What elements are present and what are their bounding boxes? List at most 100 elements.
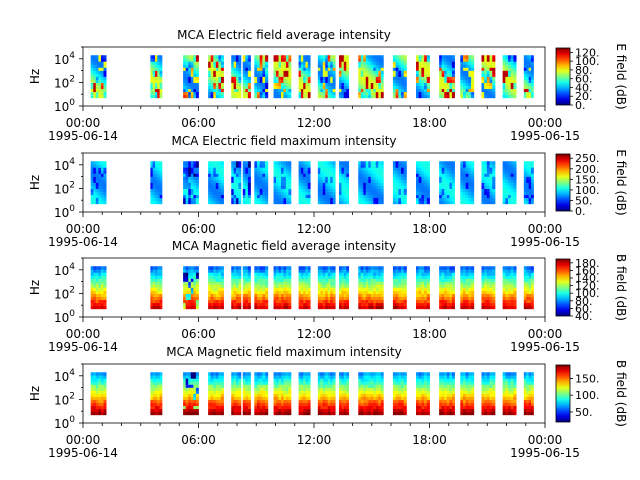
heatmap-cell	[195, 402, 199, 407]
heatmap-cell	[481, 278, 485, 282]
data-interval-block	[90, 372, 107, 416]
heatmap-cell	[276, 173, 279, 177]
heatmap-cell	[370, 94, 374, 99]
heatmap-cell	[322, 82, 326, 87]
heatmap-cell	[416, 194, 420, 199]
heatmap-cell	[360, 176, 364, 180]
heatmap-cell	[481, 161, 485, 165]
heatmap-cell	[460, 266, 464, 270]
heatmap-cell	[343, 293, 347, 298]
heatmap-cell	[322, 275, 326, 279]
heatmap-cell	[358, 278, 362, 282]
heatmap-cell	[401, 70, 405, 74]
heatmap-cell	[343, 200, 347, 205]
heatmap-cell	[327, 191, 331, 196]
heatmap-cell	[360, 290, 364, 294]
heatmap-cell	[150, 170, 154, 174]
heatmap-cell	[343, 82, 347, 87]
heatmap-cell	[395, 161, 399, 165]
heatmap-cell	[502, 266, 506, 270]
heatmap-cell	[492, 94, 496, 99]
heatmap-cell	[343, 281, 347, 285]
heatmap-cell	[285, 293, 289, 298]
heatmap-cell	[95, 278, 99, 282]
heatmap-cell	[426, 302, 430, 307]
heatmap-cell	[288, 173, 292, 177]
heatmap-cell	[208, 284, 212, 288]
heatmap-cell	[508, 58, 512, 62]
heatmap-cell	[215, 79, 219, 83]
heatmap-cell	[273, 278, 277, 282]
heatmap-cell	[528, 293, 532, 298]
heatmap-cell	[332, 161, 336, 165]
heatmap-cell	[93, 188, 97, 193]
heatmap-cell	[508, 290, 512, 294]
heatmap-cell	[370, 296, 374, 301]
heatmap-cell	[460, 79, 464, 83]
heatmap-cell	[327, 79, 331, 83]
heatmap-cell	[208, 64, 212, 68]
heatmap-cell	[489, 296, 493, 301]
heatmap-cell	[152, 299, 156, 304]
heatmap-cell	[373, 167, 377, 171]
heatmap-cell	[231, 387, 235, 391]
heatmap-cell	[368, 188, 372, 193]
heatmap-cell	[380, 281, 384, 285]
data-interval-block	[150, 372, 163, 416]
heatmap-cell	[332, 287, 336, 291]
heatmap-cell	[190, 179, 194, 183]
heatmap-cell	[193, 64, 197, 68]
heatmap-cell	[303, 64, 306, 68]
heatmap-cell	[339, 76, 342, 80]
heatmap-cell	[265, 272, 269, 276]
data-interval-block	[208, 55, 224, 99]
heatmap-cell	[531, 76, 534, 80]
heatmap-cell	[446, 91, 450, 96]
data-interval-block	[358, 266, 384, 310]
heatmap-cell	[446, 182, 450, 186]
heatmap-cell	[444, 197, 448, 202]
heatmap-cell	[300, 88, 304, 93]
heatmap-cell	[513, 269, 517, 273]
heatmap-cell	[446, 64, 450, 68]
colorbar-tick-label: 250.	[575, 152, 600, 165]
heatmap-cell	[257, 296, 261, 301]
heatmap-cell	[150, 393, 154, 397]
heatmap-cell	[242, 94, 246, 99]
heatmap-cell	[446, 299, 450, 304]
heatmap-cell	[398, 179, 402, 183]
heatmap-cell	[360, 88, 364, 93]
heatmap-cell	[100, 179, 104, 183]
heatmap-cell	[526, 191, 530, 196]
heatmap-cell	[100, 381, 104, 385]
heatmap-cell	[446, 293, 450, 298]
heatmap-cell	[254, 161, 258, 165]
panel-title: MCA Electric field maximum intensity	[171, 134, 396, 148]
heatmap-cell	[245, 170, 249, 174]
heatmap-cell	[288, 79, 292, 83]
heatmap-cell	[325, 91, 329, 96]
heatmap-cell	[332, 70, 336, 74]
data-interval-block	[150, 161, 163, 205]
heatmap-cell	[481, 164, 485, 168]
heatmap-cell	[322, 194, 326, 199]
heatmap-cell	[188, 402, 192, 407]
heatmap-cell	[298, 79, 302, 83]
heatmap-cell	[320, 266, 324, 270]
heatmap-cell	[375, 58, 379, 62]
heatmap-cell	[208, 88, 212, 93]
heatmap-cell	[325, 173, 329, 177]
heatmap-cell	[265, 64, 269, 68]
heatmap-cell	[288, 287, 292, 291]
heatmap-cell	[421, 61, 425, 65]
heatmap-cell	[463, 185, 467, 189]
heatmap-cell	[486, 293, 490, 298]
heatmap-cell	[307, 88, 311, 93]
heatmap-cell	[95, 387, 99, 391]
heatmap-cell	[213, 405, 217, 410]
heatmap-cell	[375, 73, 379, 77]
heatmap-cell	[395, 88, 399, 93]
heatmap-cell	[276, 161, 279, 165]
heatmap-cell	[155, 393, 158, 397]
heatmap-cell	[449, 82, 453, 87]
